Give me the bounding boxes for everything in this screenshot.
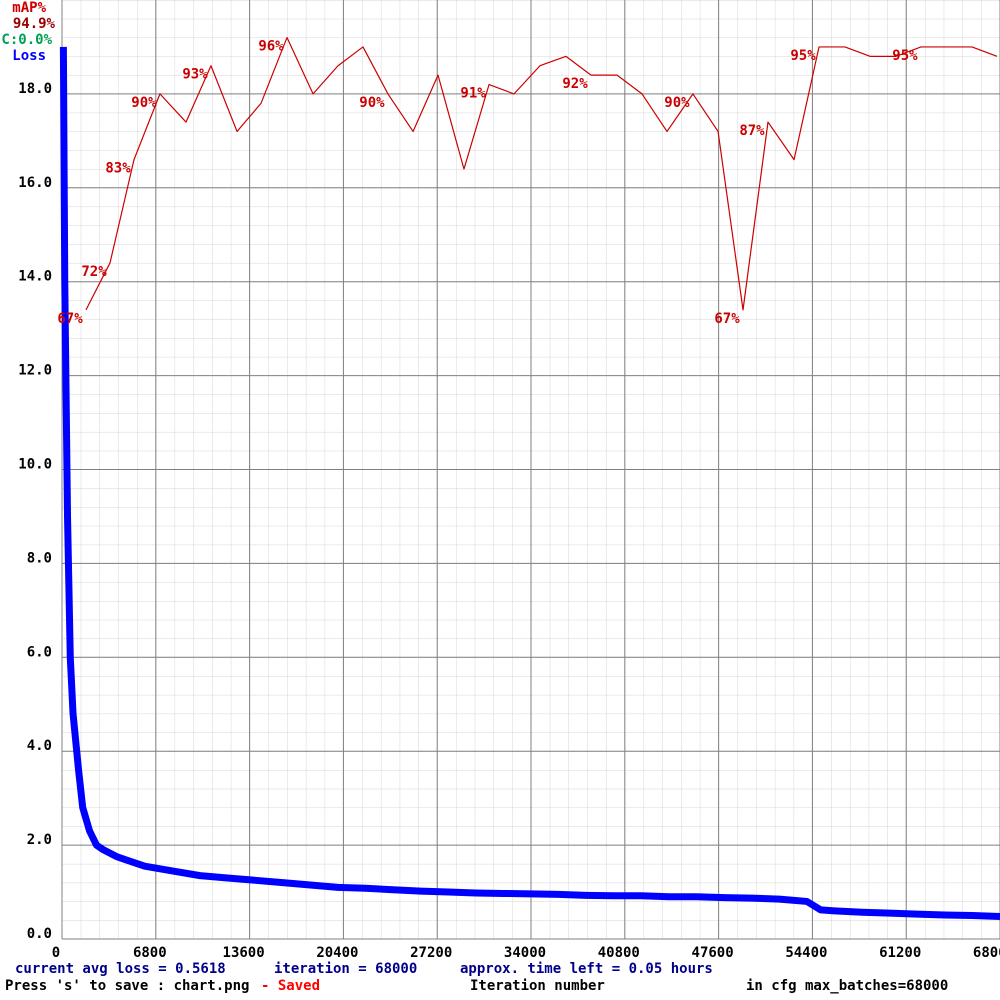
- max-batches: in cfg max_batches=68000: [746, 978, 948, 994]
- data-label: 93%: [182, 67, 208, 83]
- y-tick-label: 2.0: [27, 832, 52, 848]
- data-label: 90%: [359, 95, 385, 111]
- y-tick-label: 14.0: [18, 269, 52, 285]
- data-label: 67%: [714, 311, 740, 327]
- data-label: 90%: [664, 95, 690, 111]
- data-label: 96%: [258, 39, 284, 55]
- x-tick-label: 61200: [879, 945, 921, 961]
- y-tick-label: 0.0: [27, 926, 52, 942]
- y-tick-label: 10.0: [18, 457, 52, 473]
- legend-confidence: C:0.0%: [1, 32, 52, 48]
- data-label: 72%: [81, 264, 107, 280]
- x-tick-label: 20400: [316, 945, 358, 961]
- loss-line: [59, 46, 1000, 920]
- data-label: 67%: [57, 311, 83, 327]
- save-status: - Saved: [261, 978, 320, 994]
- y-tick-label: 6.0: [27, 644, 52, 660]
- marks-layer: [59, 36, 1000, 920]
- data-label: 90%: [131, 95, 157, 111]
- save-hint: Press 's' to save : chart.png: [5, 978, 249, 994]
- y-tick-label: 8.0: [27, 550, 52, 566]
- data-label: 91%: [460, 86, 486, 102]
- x-axis-title: Iteration number: [470, 978, 605, 994]
- x-tick-label: 13600: [223, 945, 265, 961]
- x-tick-label: 34000: [504, 945, 546, 961]
- x-tick-label: 0: [52, 945, 60, 961]
- data-label: 87%: [739, 123, 765, 139]
- status-time: approx. time left = 0.05 hours: [460, 961, 713, 977]
- y-tick-label: 4.0: [27, 738, 52, 754]
- map-line: [85, 36, 998, 311]
- x-tick-label: 6800: [133, 945, 167, 961]
- x-tick-label: 47600: [692, 945, 734, 961]
- x-tick-label: 40800: [598, 945, 640, 961]
- status-iteration: iteration = 68000: [274, 961, 417, 977]
- y-tick-label: 16.0: [18, 175, 52, 191]
- x-tick-label: 68000: [973, 945, 1000, 961]
- labels-layer: 0.0 2.0 4.0 6.0 8.0 10.0 12.0 14.0 16.0 18.0 0 6800…: [18, 39, 1000, 961]
- data-label: 92%: [562, 76, 588, 92]
- legend-map: mAP%: [12, 0, 46, 16]
- legend-map-value: 94.9%: [13, 16, 56, 32]
- x-tick-label: 27200: [410, 945, 452, 961]
- legend-loss: Loss: [12, 48, 46, 64]
- data-label: 83%: [105, 161, 131, 177]
- data-label: 95%: [790, 48, 816, 64]
- data-label: 95%: [892, 48, 918, 64]
- y-tick-label: 12.0: [18, 363, 52, 379]
- x-tick-label: 54400: [785, 945, 827, 961]
- grid-layer: [61, 0, 1000, 940]
- y-tick-label: 18.0: [18, 81, 52, 97]
- status-loss: current avg loss = 0.5618: [15, 961, 226, 977]
